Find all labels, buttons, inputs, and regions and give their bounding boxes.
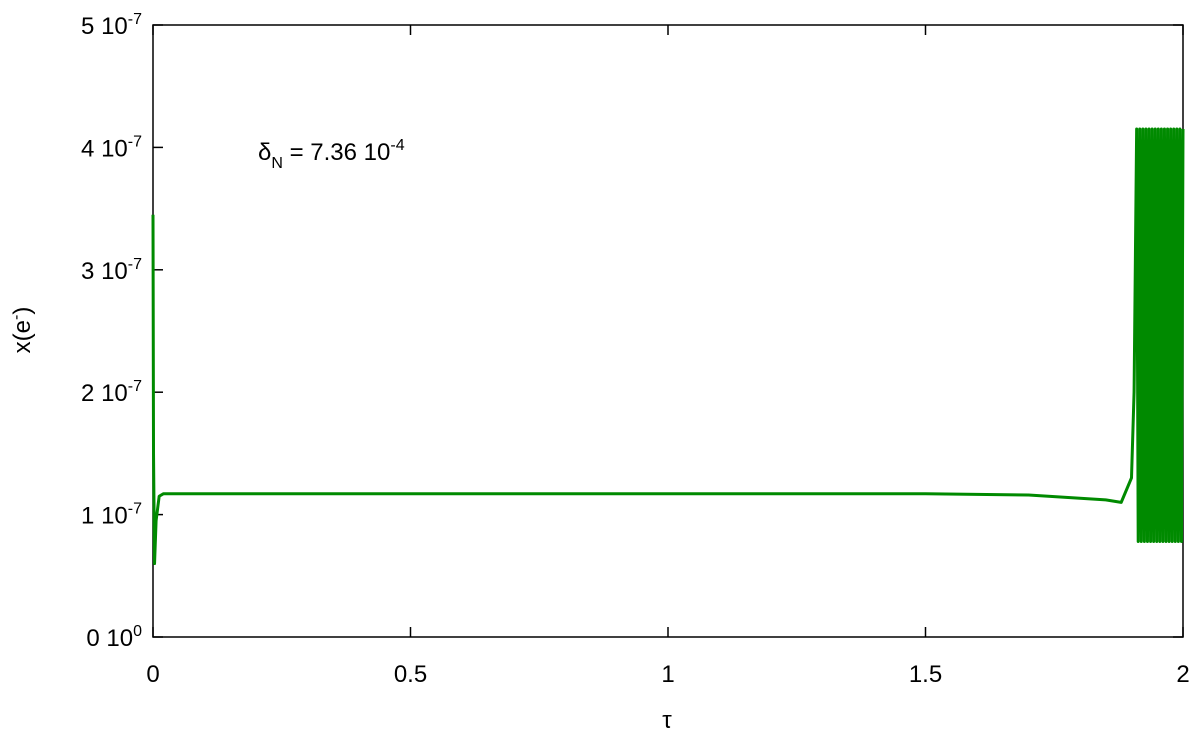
annotation-text: = 7.36 10 [283, 139, 390, 166]
y-label-end: ) [9, 307, 36, 315]
x-axis-label: τ [662, 707, 672, 734]
y-tick-label: 2 10-7 [81, 378, 142, 407]
x-tick-label: 1.5 [909, 661, 942, 688]
y-tick-exponent: 0 [133, 623, 142, 640]
y-tick-label: 0 100 [86, 623, 142, 652]
y-tick-label: 1 10-7 [81, 501, 142, 530]
y-tick-label: 4 10-7 [81, 133, 142, 162]
y-tick-label: 5 10-7 [81, 11, 142, 40]
x-tick-label: 0.5 [394, 661, 427, 688]
y-tick-mantissa: 5 10 [81, 13, 128, 40]
y-label-text: x(e [9, 320, 36, 353]
y-tick-mantissa: 3 10 [81, 258, 128, 285]
annotation: δN = 7.36 10-4 [258, 137, 405, 172]
annotation-sub: N [271, 155, 283, 172]
y-label-sup: - [8, 315, 25, 320]
annotation-symbol: δ [258, 139, 271, 166]
y-tick-mantissa: 1 10 [81, 503, 128, 530]
x-tick-label: 0 [146, 661, 159, 688]
data-line [151, 127, 1185, 566]
annotation-sup: -4 [390, 137, 404, 154]
y-tick-exponent: -7 [128, 256, 142, 273]
x-tick-label: 1 [661, 661, 674, 688]
y-axis-label: x(e-) [8, 307, 36, 354]
plot-frame [152, 24, 1184, 638]
x-tick-label: 2 [1176, 661, 1189, 688]
y-tick-mantissa: 0 10 [86, 625, 133, 652]
y-tick-exponent: -7 [128, 11, 142, 28]
y-tick-exponent: -7 [128, 133, 142, 150]
y-tick-mantissa: 4 10 [81, 135, 128, 162]
y-tick-exponent: -7 [128, 501, 142, 518]
y-tick-mantissa: 2 10 [81, 380, 128, 407]
y-tick-label: 3 10-7 [81, 256, 142, 285]
y-tick-exponent: -7 [128, 378, 142, 395]
